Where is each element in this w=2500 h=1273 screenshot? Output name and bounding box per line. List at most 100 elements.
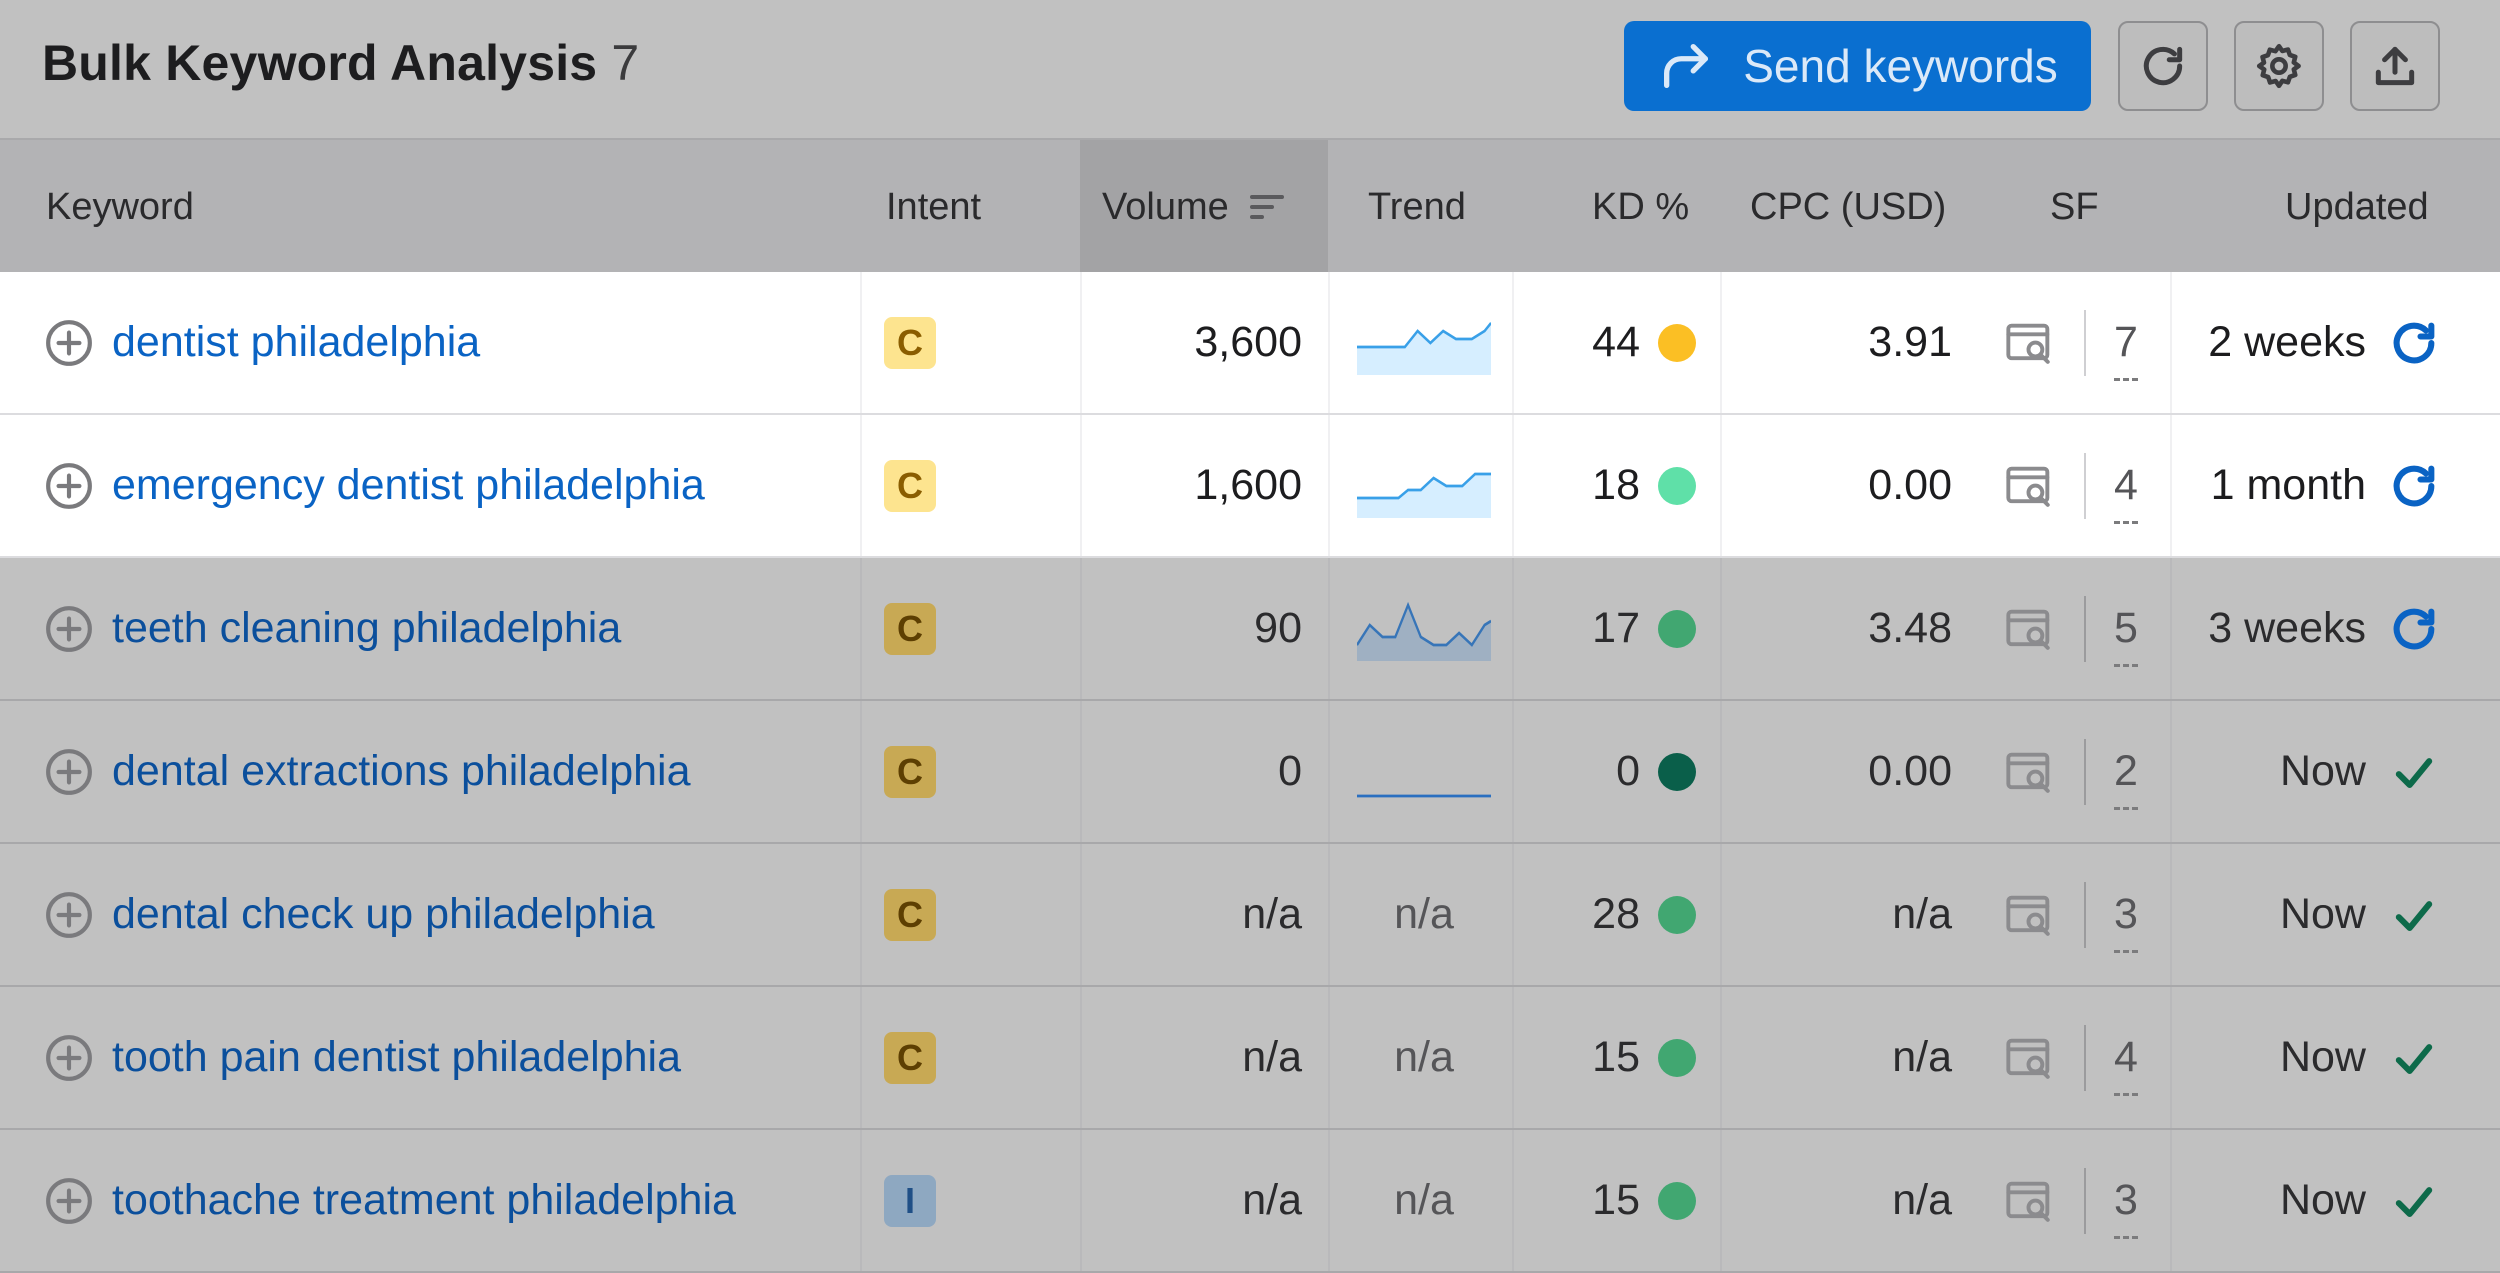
serp-features-icon[interactable] xyxy=(2004,1032,2056,1084)
column-volume[interactable]: Volume xyxy=(1080,140,1328,274)
sf-cell: 3 xyxy=(2004,1130,2138,1271)
sf-count[interactable]: 5 xyxy=(2114,604,2138,667)
volume-cell: n/a xyxy=(1080,987,1302,1128)
kd-cell: 0 xyxy=(1512,701,1696,842)
refresh-icon[interactable] xyxy=(2388,317,2440,369)
column-intent[interactable]: Intent xyxy=(886,140,981,274)
cpc-value: 0.00 xyxy=(1868,461,1952,509)
sf-divider xyxy=(2084,738,2086,805)
settings-button[interactable] xyxy=(2234,21,2324,111)
trend-cell xyxy=(1352,415,1496,556)
intent-badge[interactable]: C xyxy=(884,602,936,655)
serp-features-icon[interactable] xyxy=(2004,889,2056,941)
table-row[interactable]: dental check up philadelphia C n/a n/a 2… xyxy=(0,844,2500,987)
updated-value: Now xyxy=(2279,890,2366,938)
refresh-icon[interactable] xyxy=(2388,603,2440,655)
kd-cell: 28 xyxy=(1512,844,1696,985)
refresh-icon[interactable] xyxy=(2388,460,2440,512)
column-divider xyxy=(2170,558,2172,699)
column-trend[interactable]: Trend xyxy=(1368,140,1466,274)
table-row[interactable]: tooth pain dentist philadelphia C n/a n/… xyxy=(0,987,2500,1130)
column-cpc[interactable]: CPC (USD) xyxy=(1750,140,1946,274)
intent-badge[interactable]: C xyxy=(884,316,936,369)
column-divider xyxy=(860,844,862,985)
column-divider xyxy=(1080,987,1082,1128)
sf-cell: 5 xyxy=(2004,558,2138,699)
keyword-link[interactable]: toothache treatment philadelphia xyxy=(112,1176,736,1224)
trend-cell: n/a xyxy=(1352,844,1496,985)
column-divider xyxy=(1512,987,1514,1128)
add-circle-icon[interactable] xyxy=(44,318,94,368)
sf-count[interactable]: 4 xyxy=(2114,461,2138,524)
column-divider xyxy=(1080,558,1082,699)
sf-count[interactable]: 2 xyxy=(2114,747,2138,810)
keyword-link[interactable]: teeth cleaning philadelphia xyxy=(112,604,622,652)
trend-cell xyxy=(1352,701,1496,842)
refresh-button[interactable] xyxy=(2118,21,2208,111)
kd-value: 18 xyxy=(1592,461,1640,509)
add-circle-icon[interactable] xyxy=(44,604,94,654)
intent-badge[interactable]: C xyxy=(884,1031,936,1084)
column-divider xyxy=(1512,415,1514,556)
export-button[interactable] xyxy=(2350,21,2440,111)
column-divider xyxy=(1720,987,1722,1128)
trend-sparkline xyxy=(1357,472,1491,518)
table-row[interactable]: teeth cleaning philadelphia C 90 17 3.48 xyxy=(0,558,2500,701)
sf-count[interactable]: 7 xyxy=(2114,318,2138,381)
send-keywords-button[interactable]: Send keywords xyxy=(1624,21,2091,111)
cpc-cell: n/a xyxy=(1720,844,1952,985)
sf-count[interactable]: 4 xyxy=(2114,1033,2138,1096)
column-updated[interactable]: Updated xyxy=(2285,140,2429,274)
kd-value: 15 xyxy=(1592,1033,1640,1081)
column-divider xyxy=(2170,987,2172,1128)
column-keyword[interactable]: Keyword xyxy=(46,140,194,274)
kd-value: 28 xyxy=(1592,890,1640,938)
intent-cell: I xyxy=(884,1130,936,1271)
serp-features-icon[interactable] xyxy=(2004,460,2056,512)
add-circle-icon[interactable] xyxy=(44,890,94,940)
keyword-link[interactable]: dentist philadelphia xyxy=(112,318,481,366)
serp-features-icon[interactable] xyxy=(2004,317,2056,369)
kd-cell: 15 xyxy=(1512,987,1696,1128)
table-row[interactable]: toothache treatment philadelphia I n/a n… xyxy=(0,1130,2500,1273)
volume-cell: 1,600 xyxy=(1080,415,1302,556)
sf-count[interactable]: 3 xyxy=(2114,890,2138,953)
intent-cell: C xyxy=(884,987,936,1128)
cpc-value: 0.00 xyxy=(1868,747,1952,795)
table-row[interactable]: emergency dentist philadelphia C 1,600 1… xyxy=(0,415,2500,558)
column-divider xyxy=(1328,844,1330,985)
column-divider xyxy=(1328,558,1330,699)
column-divider xyxy=(1512,701,1514,842)
add-circle-icon[interactable] xyxy=(44,747,94,797)
sf-divider xyxy=(2084,595,2086,662)
kd-difficulty-dot xyxy=(1658,752,1696,791)
serp-features-icon[interactable] xyxy=(2004,1175,2056,1227)
intent-badge[interactable]: C xyxy=(884,888,936,941)
table-row[interactable]: dental extractions philadelphia C 0 0 0.… xyxy=(0,701,2500,844)
add-circle-icon[interactable] xyxy=(44,461,94,511)
add-circle-icon[interactable] xyxy=(44,1033,94,1083)
keyword-link[interactable]: emergency dentist philadelphia xyxy=(112,461,705,509)
sf-divider xyxy=(2084,881,2086,948)
sf-count[interactable]: 3 xyxy=(2114,1176,2138,1239)
column-divider xyxy=(1080,701,1082,842)
column-kd[interactable]: KD % xyxy=(1592,140,1689,274)
cpc-cell: n/a xyxy=(1720,987,1952,1128)
column-sf[interactable]: SF xyxy=(2050,140,2099,274)
trend-value: n/a xyxy=(1394,1176,1454,1224)
serp-features-icon[interactable] xyxy=(2004,603,2056,655)
add-circle-icon[interactable] xyxy=(44,1176,94,1226)
table-row[interactable]: dentist philadelphia C 3,600 44 3.91 xyxy=(0,272,2500,415)
sf-divider xyxy=(2084,1167,2086,1234)
intent-badge[interactable]: I xyxy=(884,1174,936,1227)
intent-cell: C xyxy=(884,701,936,842)
serp-features-icon[interactable] xyxy=(2004,746,2056,798)
kd-cell: 15 xyxy=(1512,1130,1696,1271)
keyword-link[interactable]: dental extractions philadelphia xyxy=(112,747,691,795)
intent-badge[interactable]: C xyxy=(884,459,936,512)
keyword-link[interactable]: tooth pain dentist philadelphia xyxy=(112,1033,681,1081)
kd-value: 0 xyxy=(1616,747,1640,795)
intent-badge[interactable]: C xyxy=(884,745,936,798)
keyword-link[interactable]: dental check up philadelphia xyxy=(112,890,655,938)
volume-cell: 0 xyxy=(1080,701,1302,842)
